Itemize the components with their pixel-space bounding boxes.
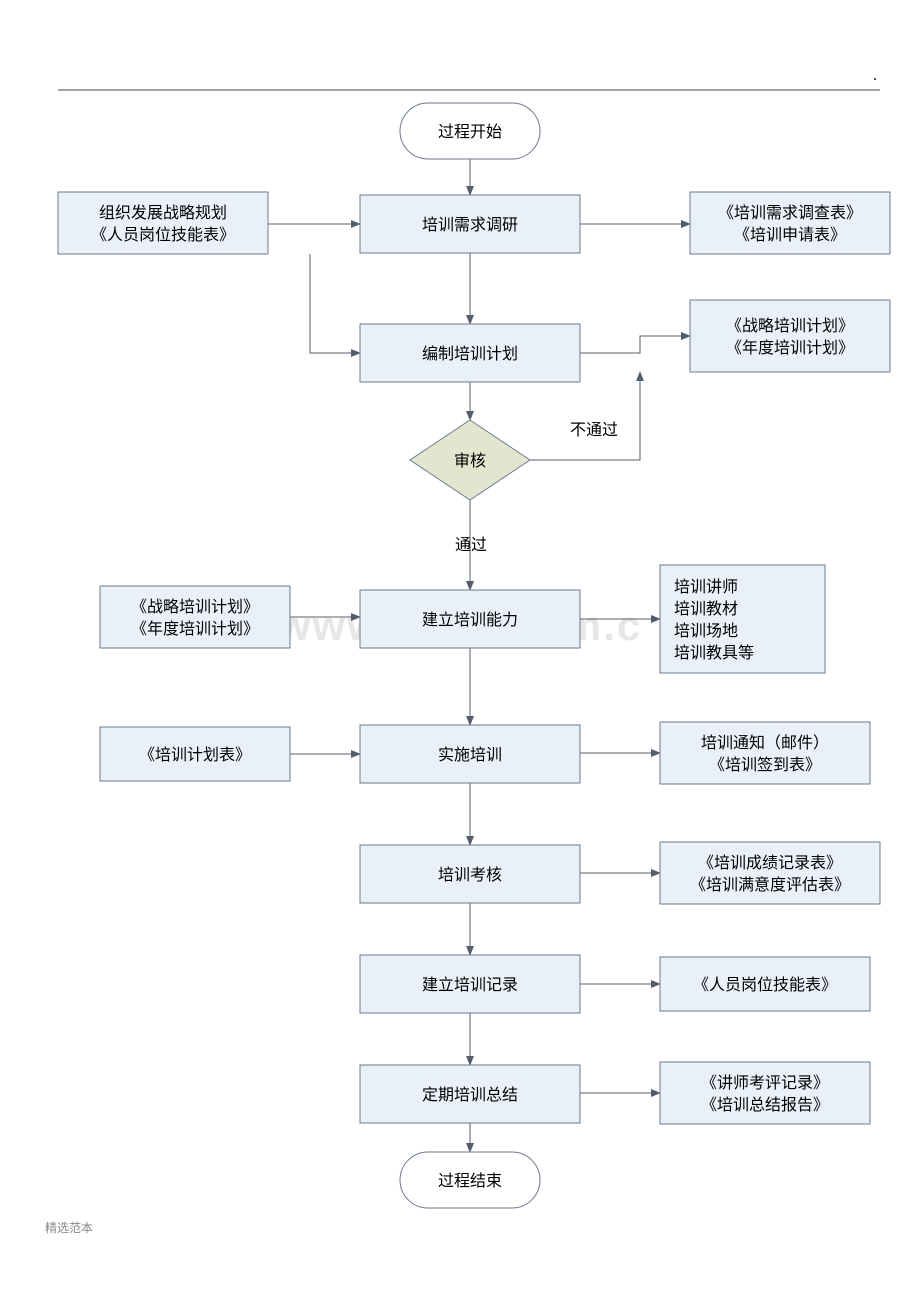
input-plan-docs — [100, 586, 290, 648]
process-record-line-0: 建立培训记录 — [422, 976, 518, 994]
flow-edge — [310, 254, 360, 353]
input-plan-docs-line-1: 《年度培训计划》 — [131, 620, 259, 638]
process-build-capacity-line-0: 建立培训能力 — [422, 611, 518, 629]
output-resources-line-1: 培训教材 — [674, 600, 738, 618]
label-pass: 通过 — [455, 536, 487, 554]
flow-edge — [530, 372, 640, 460]
output-notice-signin-line-1: 《培训签到表》 — [709, 756, 821, 774]
output-summary-reports — [660, 1062, 870, 1124]
output-resources-line-0: 培训讲师 — [674, 578, 738, 596]
output-summary-reports-line-0: 《讲师考评记录》 — [701, 1074, 829, 1092]
output-summary-reports-line-1: 《培训总结报告》 — [701, 1096, 829, 1114]
output-survey-forms-line-1: 《培训申请表》 — [734, 226, 846, 244]
input-plan-docs-line-0: 《战略培训计划》 — [131, 598, 259, 616]
process-summary-line-0: 定期培训总结 — [422, 1086, 518, 1104]
process-needs-survey-line-0: 培训需求调研 — [422, 216, 518, 234]
output-resources-line-2: 培训场地 — [674, 622, 738, 640]
input-plan-table-line-0: 《培训计划表》 — [139, 746, 251, 764]
process-assess-line-0: 培训考核 — [438, 866, 502, 884]
terminal-end-label: 过程结束 — [438, 1172, 502, 1190]
process-plan-line-0: 编制培训计划 — [422, 345, 518, 363]
input-strategy-skills-line-1: 《人员岗位技能表》 — [91, 226, 235, 244]
decision-review-label: 审核 — [454, 452, 486, 470]
output-notice-signin-line-0: 培训通知（邮件） — [701, 734, 829, 752]
input-strategy-skills-line-0: 组织发展战略规划 — [99, 204, 227, 222]
output-plan-docs-line-1: 《年度培训计划》 — [726, 339, 854, 357]
flow-edge — [580, 336, 690, 353]
output-survey-forms — [690, 192, 890, 254]
process-execute-line-0: 实施培训 — [438, 746, 502, 764]
output-plan-docs-line-0: 《战略培训计划》 — [726, 317, 854, 335]
output-skills-table-line-0: 《人员岗位技能表》 — [693, 976, 837, 994]
input-strategy-skills — [58, 192, 268, 254]
terminal-start-label: 过程开始 — [438, 123, 502, 141]
output-notice-signin — [660, 722, 870, 784]
label-fail: 不通过 — [570, 421, 618, 439]
output-score-eval-line-0: 《培训成绩记录表》 — [698, 854, 842, 872]
footer-text: 精选范本 — [45, 1221, 93, 1235]
corner-dot: . — [873, 67, 877, 84]
output-score-eval — [660, 842, 880, 904]
output-plan-docs — [690, 300, 890, 372]
output-resources-line-3: 培训教具等 — [674, 644, 754, 662]
output-survey-forms-line-0: 《培训需求调查表》 — [718, 204, 862, 222]
output-score-eval-line-1: 《培训满意度评估表》 — [690, 875, 850, 894]
